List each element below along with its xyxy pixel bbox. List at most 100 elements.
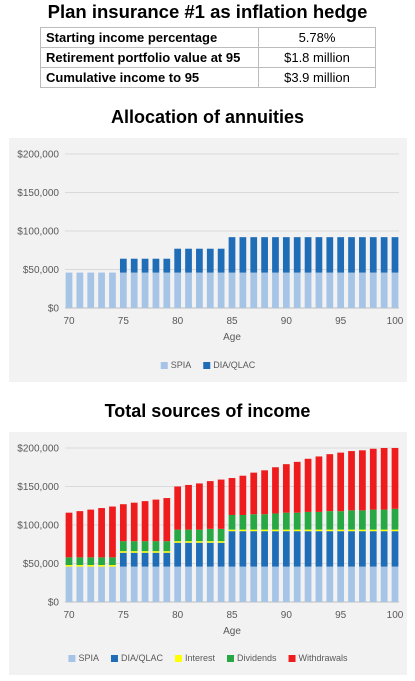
bar-spia-77 [141, 272, 149, 308]
bar-withdrawals-71 [76, 511, 84, 558]
bar-dia_qlac-99 [380, 531, 388, 567]
bar-dia_qlac-81 [185, 248, 192, 273]
bar-dia_qlac-86 [239, 237, 247, 273]
bar-spia-73 [98, 566, 105, 602]
bar-dia_qlac-79 [163, 552, 171, 567]
bar-dia_qlac-89 [272, 531, 279, 567]
bar-dia_qlac-88 [261, 531, 268, 567]
bar-interest-74 [109, 565, 116, 567]
x-tick-label: 85 [226, 316, 238, 327]
summary-label: Cumulative income to 95 [40, 67, 259, 88]
bar-spia-92 [304, 566, 312, 602]
bar-dividends-71 [76, 557, 84, 566]
bar-dividends-100 [391, 508, 399, 530]
bar-dia_qlac-94 [326, 531, 334, 567]
bar-spia-88 [261, 272, 268, 308]
bar-dia_qlac-82 [196, 248, 203, 273]
legend-label: Withdrawals [299, 653, 349, 663]
bar-dia_qlac-82 [196, 542, 203, 567]
bar-interest-86 [239, 529, 247, 532]
y-tick-label: $200,000 [17, 150, 59, 161]
bar-dividends-98 [369, 509, 377, 530]
legend-item: Withdrawals [288, 653, 349, 663]
bar-dividends-86 [239, 514, 247, 530]
bar-dividends-96 [348, 510, 355, 530]
legend-item: SPIA [160, 360, 192, 370]
bar-dia_qlac-90 [282, 531, 290, 567]
bar-spia-88 [261, 566, 268, 602]
x-tick-label: 70 [63, 610, 75, 621]
bar-withdrawals-87 [250, 472, 258, 515]
bar-spia-75 [119, 272, 127, 308]
bar-dia_qlac-89 [272, 237, 279, 273]
legend-swatch [160, 362, 168, 369]
bar-interest-78 [152, 551, 160, 553]
bar-spia-81 [185, 272, 192, 308]
bar-dia_qlac-77 [141, 552, 149, 567]
bar-dia_qlac-80 [174, 248, 182, 273]
bar-withdrawals-78 [152, 499, 160, 542]
bar-dia_qlac-99 [380, 237, 388, 273]
bar-interest-87 [250, 529, 258, 532]
bar-spia-85 [228, 272, 236, 308]
bar-spia-82 [196, 566, 203, 602]
legend-label: DIA/QLAC [121, 653, 164, 663]
bar-spia-100 [391, 272, 399, 308]
bar-spia-83 [206, 272, 214, 308]
legend-label: SPIA [171, 360, 192, 370]
bar-interest-77 [141, 551, 149, 553]
bar-interest-85 [228, 529, 236, 532]
bar-withdrawals-75 [119, 504, 127, 542]
bar-spia-89 [272, 272, 279, 308]
bar-spia-80 [174, 566, 182, 602]
bar-spia-91 [293, 272, 301, 308]
y-tick-label: $150,000 [17, 482, 59, 493]
bar-dividends-78 [152, 541, 160, 552]
bar-withdrawals-82 [196, 483, 203, 530]
bar-dia_qlac-87 [250, 237, 258, 273]
bar-withdrawals-95 [337, 452, 345, 512]
bar-dia_qlac-91 [293, 237, 301, 273]
bar-spia-87 [250, 566, 258, 602]
bar-interest-70 [65, 565, 73, 567]
legend-swatch [227, 655, 234, 662]
bar-dia_qlac-86 [239, 531, 247, 567]
legend-label: Dividends [237, 653, 277, 663]
bar-spia-86 [239, 272, 247, 308]
bar-dia_qlac-97 [359, 531, 366, 567]
bar-spia-86 [239, 566, 247, 602]
bar-interest-88 [261, 529, 268, 532]
bar-dividends-91 [293, 512, 301, 530]
bar-spia-99 [380, 566, 388, 602]
bar-withdrawals-70 [65, 512, 73, 558]
bar-spia-84 [217, 566, 225, 602]
bar-dia_qlac-100 [391, 237, 399, 273]
bar-dia_qlac-75 [119, 258, 127, 273]
bar-dia_qlac-92 [304, 237, 312, 273]
bar-withdrawals-80 [174, 486, 182, 530]
bar-withdrawals-77 [141, 501, 149, 542]
bar-dia_qlac-80 [174, 542, 182, 567]
bar-interest-98 [369, 529, 377, 532]
bar-withdrawals-93 [315, 456, 323, 512]
bar-spia-70 [65, 566, 73, 602]
income-chart: $0 $50,000 $100,000 $150,000 $200,000 70 75 80 8… [9, 432, 407, 675]
bar-dividends-82 [196, 529, 203, 542]
bar-spia-90 [282, 566, 290, 602]
bar-dividends-87 [250, 514, 258, 530]
bar-spia-95 [337, 272, 345, 308]
bar-dividends-85 [228, 514, 236, 530]
bar-interest-81 [185, 541, 192, 543]
bar-spia-72 [87, 272, 95, 308]
summary-value: $1.8 million [258, 47, 376, 68]
bar-interest-93 [315, 529, 323, 532]
bar-dia_qlac-93 [315, 237, 323, 273]
bar-interest-90 [282, 529, 290, 532]
bar-spia-92 [304, 272, 312, 308]
bar-dia_qlac-98 [369, 531, 377, 567]
bar-dividends-89 [272, 513, 279, 530]
bar-spia-98 [369, 566, 377, 602]
summary-value: $3.9 million [258, 67, 376, 88]
legend-label: Interest [185, 653, 216, 663]
legend-item: DIA/QLAC [110, 653, 164, 663]
